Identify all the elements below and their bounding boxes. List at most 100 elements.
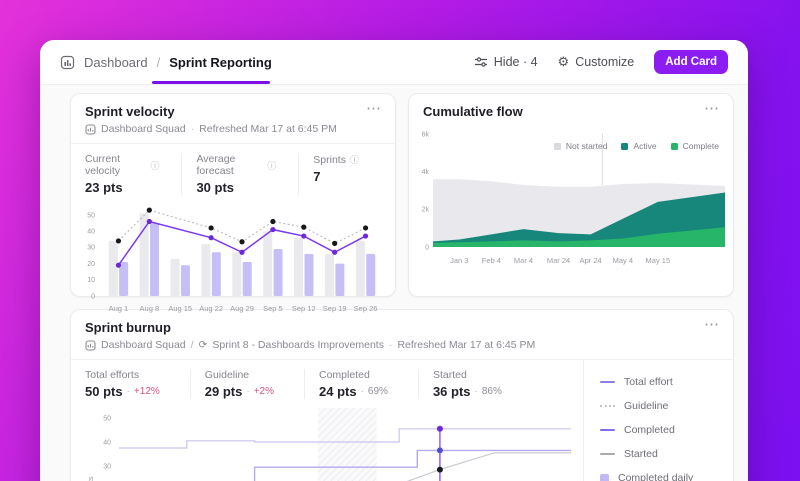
sprint-icon: ⟳ <box>198 339 208 351</box>
stat-label: Guideline <box>204 369 250 381</box>
header-actions: Hide · 4 ⚙ Customize Add Card <box>474 50 728 74</box>
velocity-card-menu-icon[interactable]: ⋯ <box>366 100 381 117</box>
app-window: Dashboard / Sprint Reporting Hide · 4 ⚙ … <box>40 40 748 481</box>
burnup-card-menu-icon[interactable]: ⋯ <box>704 316 719 333</box>
legend-item-complete: Complete <box>670 141 719 151</box>
squad-icon <box>85 123 96 135</box>
stat-sprints: Sprints ⓘ 7 <box>298 153 381 195</box>
svg-text:20: 20 <box>87 261 95 268</box>
velocity-refreshed-label: Refreshed Mar 17 at 6:45 PM <box>199 123 337 135</box>
cumulative-flow-card: Cumulative flow ⋯ Not started Active Com… <box>408 93 734 297</box>
svg-text:Mar 4: Mar 4 <box>514 256 533 265</box>
info-icon[interactable]: ⓘ <box>349 155 359 165</box>
stat-label: Started <box>432 369 467 381</box>
top-cards-row: Sprint velocity ⋯ Dashboard Squad · Refr… <box>70 93 734 313</box>
svg-text:50: 50 <box>103 415 111 422</box>
burnup-stats-row: Total efforts 50 pts · +12% Guideline 29 p… <box>71 360 583 406</box>
info-icon[interactable]: ⓘ <box>267 160 277 171</box>
velocity-card-title: Sprint velocity <box>85 104 175 119</box>
gear-icon: ⚙ <box>557 54 570 69</box>
legend-swatch <box>621 142 629 150</box>
svg-text:50: 50 <box>87 212 95 219</box>
dashboard-content: Sprint velocity ⋯ Dashboard Squad · Refr… <box>40 85 748 481</box>
legend-item-started: Started <box>600 448 721 460</box>
window-header: Dashboard / Sprint Reporting Hide · 4 ⚙ … <box>40 40 748 85</box>
breadcrumb-separator: / <box>156 54 161 70</box>
legend-item-completed: Completed <box>600 424 721 436</box>
dot-separator: · <box>360 386 364 397</box>
cumulative-flow-chart: 6k 4k 2k 0 Jan 3 Feb 4 Mar 4 Mar 24 Apr 24 May 4 M… <box>422 132 725 265</box>
stat-delta: +2% <box>253 386 274 397</box>
flow-card-header: Cumulative flow ⋯ <box>409 94 733 127</box>
stat-value: 36 pts <box>432 384 471 399</box>
legend-item-active: Active <box>621 141 657 151</box>
legend-label: Not started <box>565 141 608 151</box>
svg-text:2k: 2k <box>422 207 430 214</box>
active-tab-underline <box>152 81 270 84</box>
customize-button[interactable]: ⚙ Customize <box>558 54 635 70</box>
stat-label: Sprints <box>313 153 346 166</box>
legend-label: Completed daily <box>618 472 694 481</box>
svg-text:10: 10 <box>87 277 95 284</box>
velocity-stats-row: Current velocity ⓘ 23 pts Average forecas… <box>71 144 395 202</box>
svg-text:Points: Points <box>88 476 95 481</box>
stat-value: 23 pts <box>85 180 123 195</box>
dot-separator: · <box>474 386 478 397</box>
legend-swatch <box>670 142 678 150</box>
svg-text:30: 30 <box>87 245 95 252</box>
info-icon[interactable]: ⓘ <box>150 160 160 171</box>
legend-item-not-started: Not started <box>553 141 608 151</box>
stat-completed: Completed 24 pts · 69% <box>304 369 418 399</box>
stat-label: Total efforts <box>85 369 140 381</box>
legend-item-total-effort: Total effort <box>600 376 721 388</box>
legend-item-guideline: Guideline <box>600 400 721 412</box>
stat-delta: +12% <box>133 386 160 397</box>
flow-card-menu-icon[interactable]: ⋯ <box>704 100 719 117</box>
stat-current-velocity: Current velocity ⓘ 23 pts <box>85 153 181 195</box>
add-card-button[interactable]: Add Card <box>654 50 728 74</box>
hide-button[interactable]: Hide · 4 <box>474 55 538 69</box>
burnup-card-title: Sprint burnup <box>85 320 171 335</box>
svg-text:Apr 24: Apr 24 <box>580 256 602 265</box>
burnup-chart: 50403020Points <box>88 408 571 481</box>
legend-label: Completed <box>624 424 675 436</box>
tab-sprint-reporting[interactable]: Sprint Reporting <box>169 54 272 70</box>
stat-delta: 86% <box>481 386 502 397</box>
legend-swatch <box>553 142 561 150</box>
svg-text:0: 0 <box>425 244 429 251</box>
velocity-chart-area: 0 10 20 30 40 50 Aug 1 Aug 8 Aug 15 Aug 22 Aug 29 S… <box>71 202 395 325</box>
flow-card-title: Cumulative flow <box>423 104 523 119</box>
stat-value: 24 pts <box>319 384 357 399</box>
breadcrumb-parent[interactable]: Dashboard <box>84 54 148 70</box>
svg-text:Sep 26: Sep 26 <box>354 304 378 313</box>
legend-swatch <box>600 405 615 407</box>
legend-label: Active <box>633 141 657 151</box>
dot-separator: · <box>246 386 250 397</box>
stat-value: 50 pts <box>85 384 123 399</box>
svg-text:40: 40 <box>87 229 95 236</box>
svg-text:Aug 1: Aug 1 <box>109 304 129 313</box>
sprint-velocity-card: Sprint velocity ⋯ Dashboard Squad · Refr… <box>70 93 396 313</box>
svg-text:30: 30 <box>103 463 111 470</box>
sprint-burnup-card: Sprint burnup ⋯ Dashboard Squad / ⟳ Spri… <box>70 309 734 481</box>
stat-value: 7 <box>313 169 321 184</box>
svg-text:Sep 19: Sep 19 <box>323 304 347 313</box>
legend-label: Complete <box>682 141 719 151</box>
stat-started: Started 36 pts · 86% <box>417 369 524 399</box>
hide-label: Hide · 4 <box>493 55 538 69</box>
legend-swatch <box>600 381 615 383</box>
legend-label: Total effort <box>624 376 673 388</box>
stat-value: 29 pts <box>204 384 243 399</box>
dot-separator: · <box>126 386 130 397</box>
flow-chart-area: Not started Active Complete 6k 4k 2k 0 Jan 3… <box>409 127 733 282</box>
svg-text:May 15: May 15 <box>646 256 671 265</box>
burnup-body: Total efforts 50 pts · +12% Guideline 29 p… <box>71 360 733 481</box>
legend-label: Guideline <box>624 400 669 412</box>
breadcrumb: Dashboard / Sprint Reporting <box>60 55 272 70</box>
svg-text:4k: 4k <box>422 169 430 176</box>
svg-text:40: 40 <box>103 439 111 446</box>
legend-item-completed-daily: Completed daily <box>600 472 721 481</box>
slash-separator: / <box>190 339 194 351</box>
velocity-card-header: Sprint velocity ⋯ Dashboard Squad · Refr… <box>71 94 395 144</box>
svg-text:6k: 6k <box>422 132 430 139</box>
